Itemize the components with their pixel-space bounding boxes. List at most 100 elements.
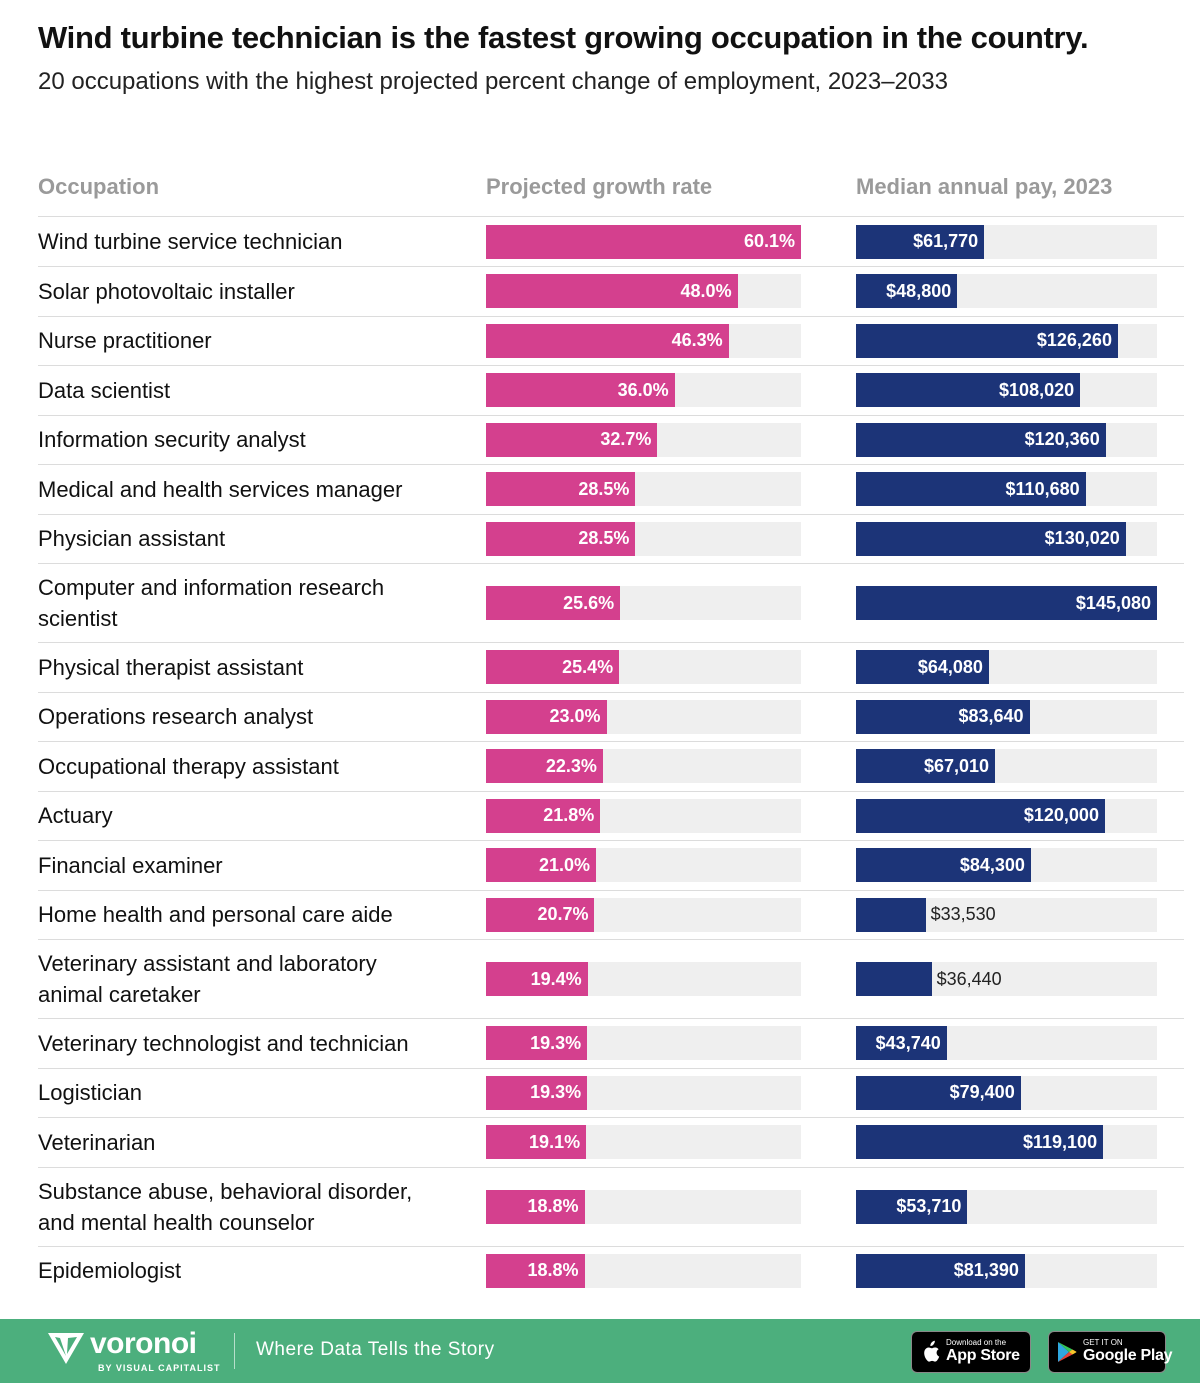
growth-bar: 22.3%	[486, 749, 603, 784]
occupation-label-line: Home health and personal care aide	[38, 902, 393, 928]
pay-bar: $83,640	[856, 699, 1030, 734]
pay-value-label: $145,080	[1075, 592, 1151, 613]
row-separator	[38, 691, 1184, 693]
occupation-label-text: Computer and information research scienti…	[38, 572, 384, 634]
occupation-label-line: Wind turbine service technician	[38, 229, 343, 255]
occupation-label-line: Data scientist	[38, 377, 171, 403]
occupation-label-line: animal caretaker	[38, 982, 201, 1007]
growth-bar-track: 21.8%	[486, 798, 801, 833]
occupation-label: Veterinary assistant and laboratory anima…	[38, 940, 458, 1019]
occupation-column-header: Occupation	[38, 174, 160, 199]
growth-value-label: 23.0%	[549, 706, 601, 727]
row-separator	[38, 939, 1184, 940]
row-separator	[38, 266, 1184, 267]
growth-bar-track: 28.5%	[486, 521, 801, 556]
occupation-label-text: Actuary	[38, 800, 113, 831]
tagline: Where Data Tells the Story	[256, 1339, 495, 1360]
growth-bar: 36.0%	[486, 373, 675, 408]
pay-value-label: $126,260	[1036, 330, 1112, 351]
growth-column-header: Projected growth rate	[486, 174, 713, 199]
pay-value-label: $83,640	[958, 706, 1024, 727]
row-separator	[38, 840, 1184, 841]
row-separator	[38, 741, 1184, 742]
pay-bar-track: $120,000	[856, 798, 1157, 833]
pay-bar: $126,260	[856, 323, 1118, 358]
pay-value-label: $120,000	[1023, 805, 1099, 826]
growth-bar: 25.6%	[486, 586, 621, 620]
pay-bar-track: $48,800	[856, 274, 1157, 309]
occupation-label-line: Information security analyst	[38, 427, 306, 453]
occupation-label-text: Physical therapist assistant	[38, 652, 303, 683]
google-play-small-text: GET IT ON	[1083, 1338, 1123, 1347]
table-row: Data scientist 36.0% $108,020	[0, 366, 1200, 416]
brand-name: voronoi	[90, 1327, 197, 1360]
growth-bar: 21.8%	[486, 798, 601, 833]
table-row: Actuary 21.8% $120,000	[0, 791, 1200, 841]
pay-value-label: $108,020	[999, 379, 1075, 400]
occupation-label: Substance abuse, behavioral disorder, and…	[38, 1167, 458, 1246]
occupation-label: Veterinary technologist and technician	[38, 1019, 458, 1069]
pay-value-label: $43,740	[875, 1032, 941, 1053]
occupation-label-text: Substance abuse, behavioral disorder, and…	[38, 1176, 412, 1238]
pay-bar-track: $81,390	[856, 1253, 1157, 1288]
occupation-label: Operations research analyst	[38, 692, 458, 742]
growth-value-label: 19.3%	[530, 1032, 582, 1053]
growth-bar-track: 21.0%	[486, 848, 801, 883]
pay-bar: $81,390	[856, 1253, 1025, 1288]
pay-value-label: $119,100	[1023, 1131, 1098, 1152]
occupation-label-line: Computer and information research	[38, 575, 385, 600]
growth-bar: 28.5%	[486, 472, 636, 507]
pay-bar: $48,800	[856, 274, 958, 309]
growth-value-label: 18.8%	[527, 1260, 579, 1281]
occupation-label-text: Veterinary technologist and technician	[38, 1028, 409, 1059]
table-row: Veterinary assistant and laboratory anima…	[0, 940, 1200, 1019]
growth-value-label: 32.7%	[600, 429, 652, 450]
occupation-label-text: Occupational therapy assistant	[38, 751, 339, 782]
pay-bar-track: $64,080	[856, 650, 1157, 685]
pay-bar-track: $43,740	[856, 1026, 1157, 1061]
footer-divider	[234, 1333, 235, 1369]
table-row: Epidemiologist 18.8% $81,390	[0, 1246, 1200, 1296]
pay-bar-track: $119,100	[856, 1125, 1157, 1160]
growth-value-label: 22.3%	[545, 755, 597, 776]
pay-value-label: $84,300	[959, 854, 1025, 875]
growth-bar: 32.7%	[486, 422, 658, 457]
app-store-button[interactable]: Download on the App Store	[911, 1331, 1031, 1373]
pay-bar-track: $84,300	[856, 848, 1157, 883]
growth-bar-track: 19.4%	[486, 962, 801, 996]
pay-value-label: $130,020	[1044, 528, 1120, 549]
growth-bar: 19.4%	[486, 962, 588, 996]
growth-bar-track: 18.8%	[486, 1189, 801, 1224]
pay-value-label: $81,390	[953, 1260, 1019, 1281]
occupation-label: Veterinarian	[38, 1118, 458, 1168]
table-row: Physical therapist assistant 25.4% $64,080	[0, 643, 1200, 693]
table-row: Wind turbine service technician 60.1% $61,…	[0, 217, 1200, 267]
pay-bar	[856, 962, 932, 996]
occupation-label: Home health and personal care aide	[38, 890, 458, 940]
occupation-label-text: Information security analyst	[38, 424, 306, 455]
row-separator	[38, 1245, 1184, 1247]
table-row: Solar photovoltaic installer 48.0% $48,800	[0, 267, 1200, 317]
growth-value-label: 19.1%	[529, 1131, 581, 1152]
occupation-label-text: Logistician	[38, 1077, 142, 1108]
occupation-label: Occupational therapy assistant	[38, 742, 458, 792]
occupation-label: Computer and information research scienti…	[38, 564, 458, 643]
growth-bar-track: 18.8%	[486, 1253, 801, 1288]
occupation-label: Wind turbine service technician	[38, 217, 458, 267]
occupation-label-line: Substance abuse, behavioral disorder,	[38, 1178, 413, 1204]
row-separator	[38, 1067, 1184, 1069]
occupation-label: Medical and health services manager	[38, 465, 458, 515]
voronoi-logo-icon	[48, 1333, 84, 1364]
pay-bar: $120,000	[856, 798, 1105, 833]
pay-bar: $43,740	[856, 1026, 947, 1061]
pay-value-label: $79,400	[949, 1082, 1015, 1103]
pay-value-label: $36,440	[936, 968, 1002, 989]
growth-bar-track: 23.0%	[486, 699, 801, 734]
google-play-button[interactable]: GET IT ON Google Play	[1048, 1331, 1172, 1373]
growth-bar-track: 20.7%	[486, 897, 801, 932]
table-row: Veterinarian 19.1% $119,100	[0, 1118, 1200, 1168]
occupation-label-line: Solar photovoltaic installer	[38, 278, 295, 304]
growth-value-label: 60.1%	[743, 231, 795, 252]
pay-bar: $120,360	[856, 422, 1106, 457]
row-separator	[38, 642, 1184, 643]
